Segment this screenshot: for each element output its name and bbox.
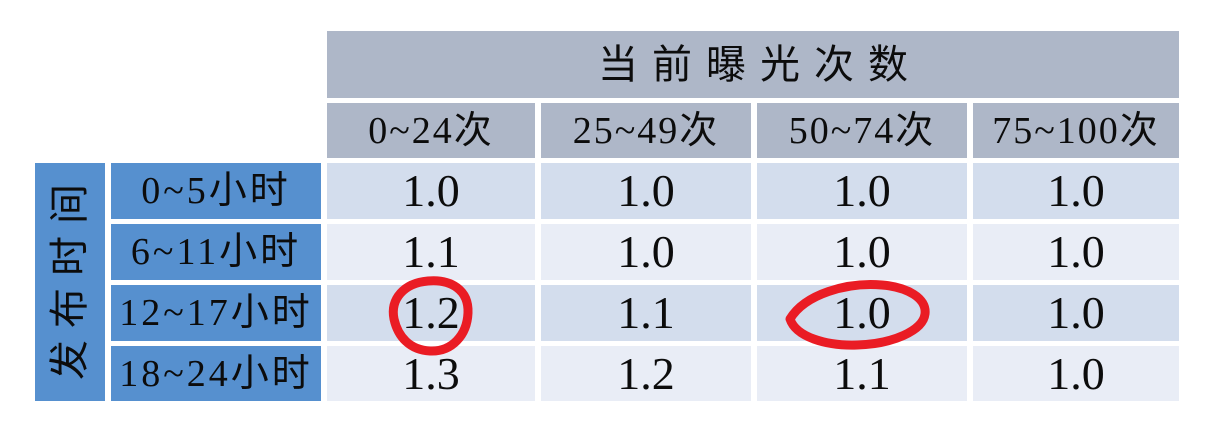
data-cell: 1.0	[973, 285, 1179, 341]
row-group-header: 发布时间	[35, 163, 105, 401]
row-header: 6~11小时	[111, 224, 321, 280]
column-header: 25~49次	[541, 103, 751, 158]
data-cell: 1.1	[327, 224, 535, 280]
row-header: 0~5小时	[111, 163, 321, 219]
data-cell: 1.0	[973, 346, 1179, 401]
data-cell: 1.0	[757, 163, 967, 219]
table-grid: 当前曝光次数 发布时间 0~24次 25~49次 50~74次 75~100次 0~5小…	[35, 31, 1179, 401]
data-cell: 1.0	[973, 224, 1179, 280]
data-cell: 1.0	[541, 224, 751, 280]
row-header: 12~17小时	[111, 285, 321, 341]
column-header: 50~74次	[757, 103, 967, 158]
data-cell: 1.1	[541, 285, 751, 341]
data-cell: 1.2	[541, 346, 751, 401]
row-group-header-label: 发布时间	[47, 172, 92, 380]
data-cell: 1.0	[757, 224, 967, 280]
data-cell: 1.0	[757, 285, 967, 341]
data-cell: 1.3	[327, 346, 535, 401]
column-header: 75~100次	[973, 103, 1179, 158]
row-header: 18~24小时	[111, 346, 321, 401]
column-group-header: 当前曝光次数	[327, 31, 1179, 98]
data-cell: 1.0	[541, 163, 751, 219]
data-cell: 1.2	[327, 285, 535, 341]
data-cell: 1.0	[327, 163, 535, 219]
column-header: 0~24次	[327, 103, 535, 158]
data-cell: 1.1	[757, 346, 967, 401]
data-cell: 1.0	[973, 163, 1179, 219]
